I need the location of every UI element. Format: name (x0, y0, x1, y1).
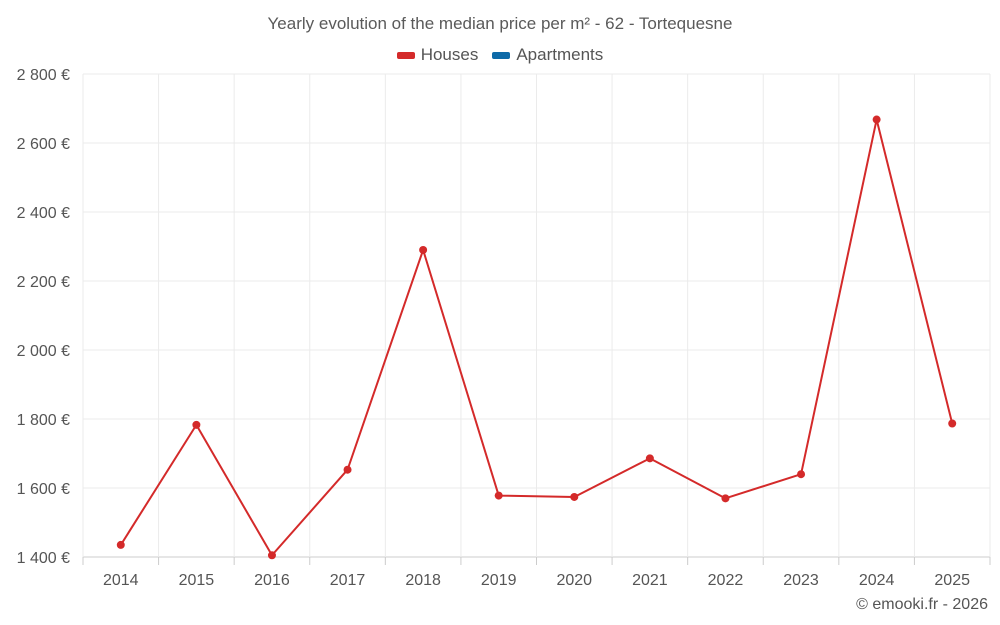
y-tick-label: 1 600 € (17, 481, 70, 498)
y-tick-label: 2 000 € (17, 343, 70, 360)
data-point (872, 115, 881, 124)
data-point (419, 245, 428, 254)
data-point (645, 454, 654, 463)
x-tick-label: 2023 (783, 572, 819, 589)
x-tick-label: 2014 (103, 572, 139, 589)
x-tick-label: 2020 (556, 572, 592, 589)
legend-item-houses[interactable]: Houses (396, 45, 479, 65)
credit-text: © emooki.fr - 2026 (856, 596, 988, 613)
x-tick-label: 2017 (330, 572, 366, 589)
x-tick-label: 2018 (405, 572, 441, 589)
x-tick-label: 2019 (481, 572, 517, 589)
data-point (116, 540, 125, 549)
x-tick-label: 2016 (254, 572, 290, 589)
legend-item-apartments[interactable]: Apartments (492, 45, 603, 65)
data-point (267, 551, 276, 560)
data-point (721, 494, 730, 503)
data-point (797, 470, 806, 479)
x-tick-label: 2025 (934, 572, 970, 589)
legend-swatch-apartments (492, 51, 511, 59)
chart-title: Yearly evolution of the median price per… (267, 14, 733, 33)
data-point (570, 492, 579, 501)
legend-label-houses: Houses (420, 45, 479, 64)
legend: Houses Apartments (0, 45, 1000, 65)
y-tick-label: 2 600 € (17, 136, 70, 153)
data-point (343, 465, 352, 474)
y-tick-label: 1 400 € (17, 550, 70, 567)
x-tick-label: 2022 (708, 572, 744, 589)
y-tick-label: 2 200 € (17, 274, 70, 291)
y-tick-label: 1 800 € (17, 412, 70, 429)
x-tick-label: 2024 (859, 572, 895, 589)
y-tick-label: 2 800 € (17, 67, 70, 84)
y-tick-label: 2 400 € (17, 205, 70, 222)
x-tick-label: 2021 (632, 572, 668, 589)
legend-swatch-houses (396, 51, 415, 59)
x-tick-label: 2015 (179, 572, 215, 589)
legend-label-apartments: Apartments (516, 45, 604, 64)
series-line-houses (119, 118, 954, 557)
data-point (192, 420, 201, 429)
data-point (494, 491, 503, 500)
data-point (948, 419, 957, 428)
